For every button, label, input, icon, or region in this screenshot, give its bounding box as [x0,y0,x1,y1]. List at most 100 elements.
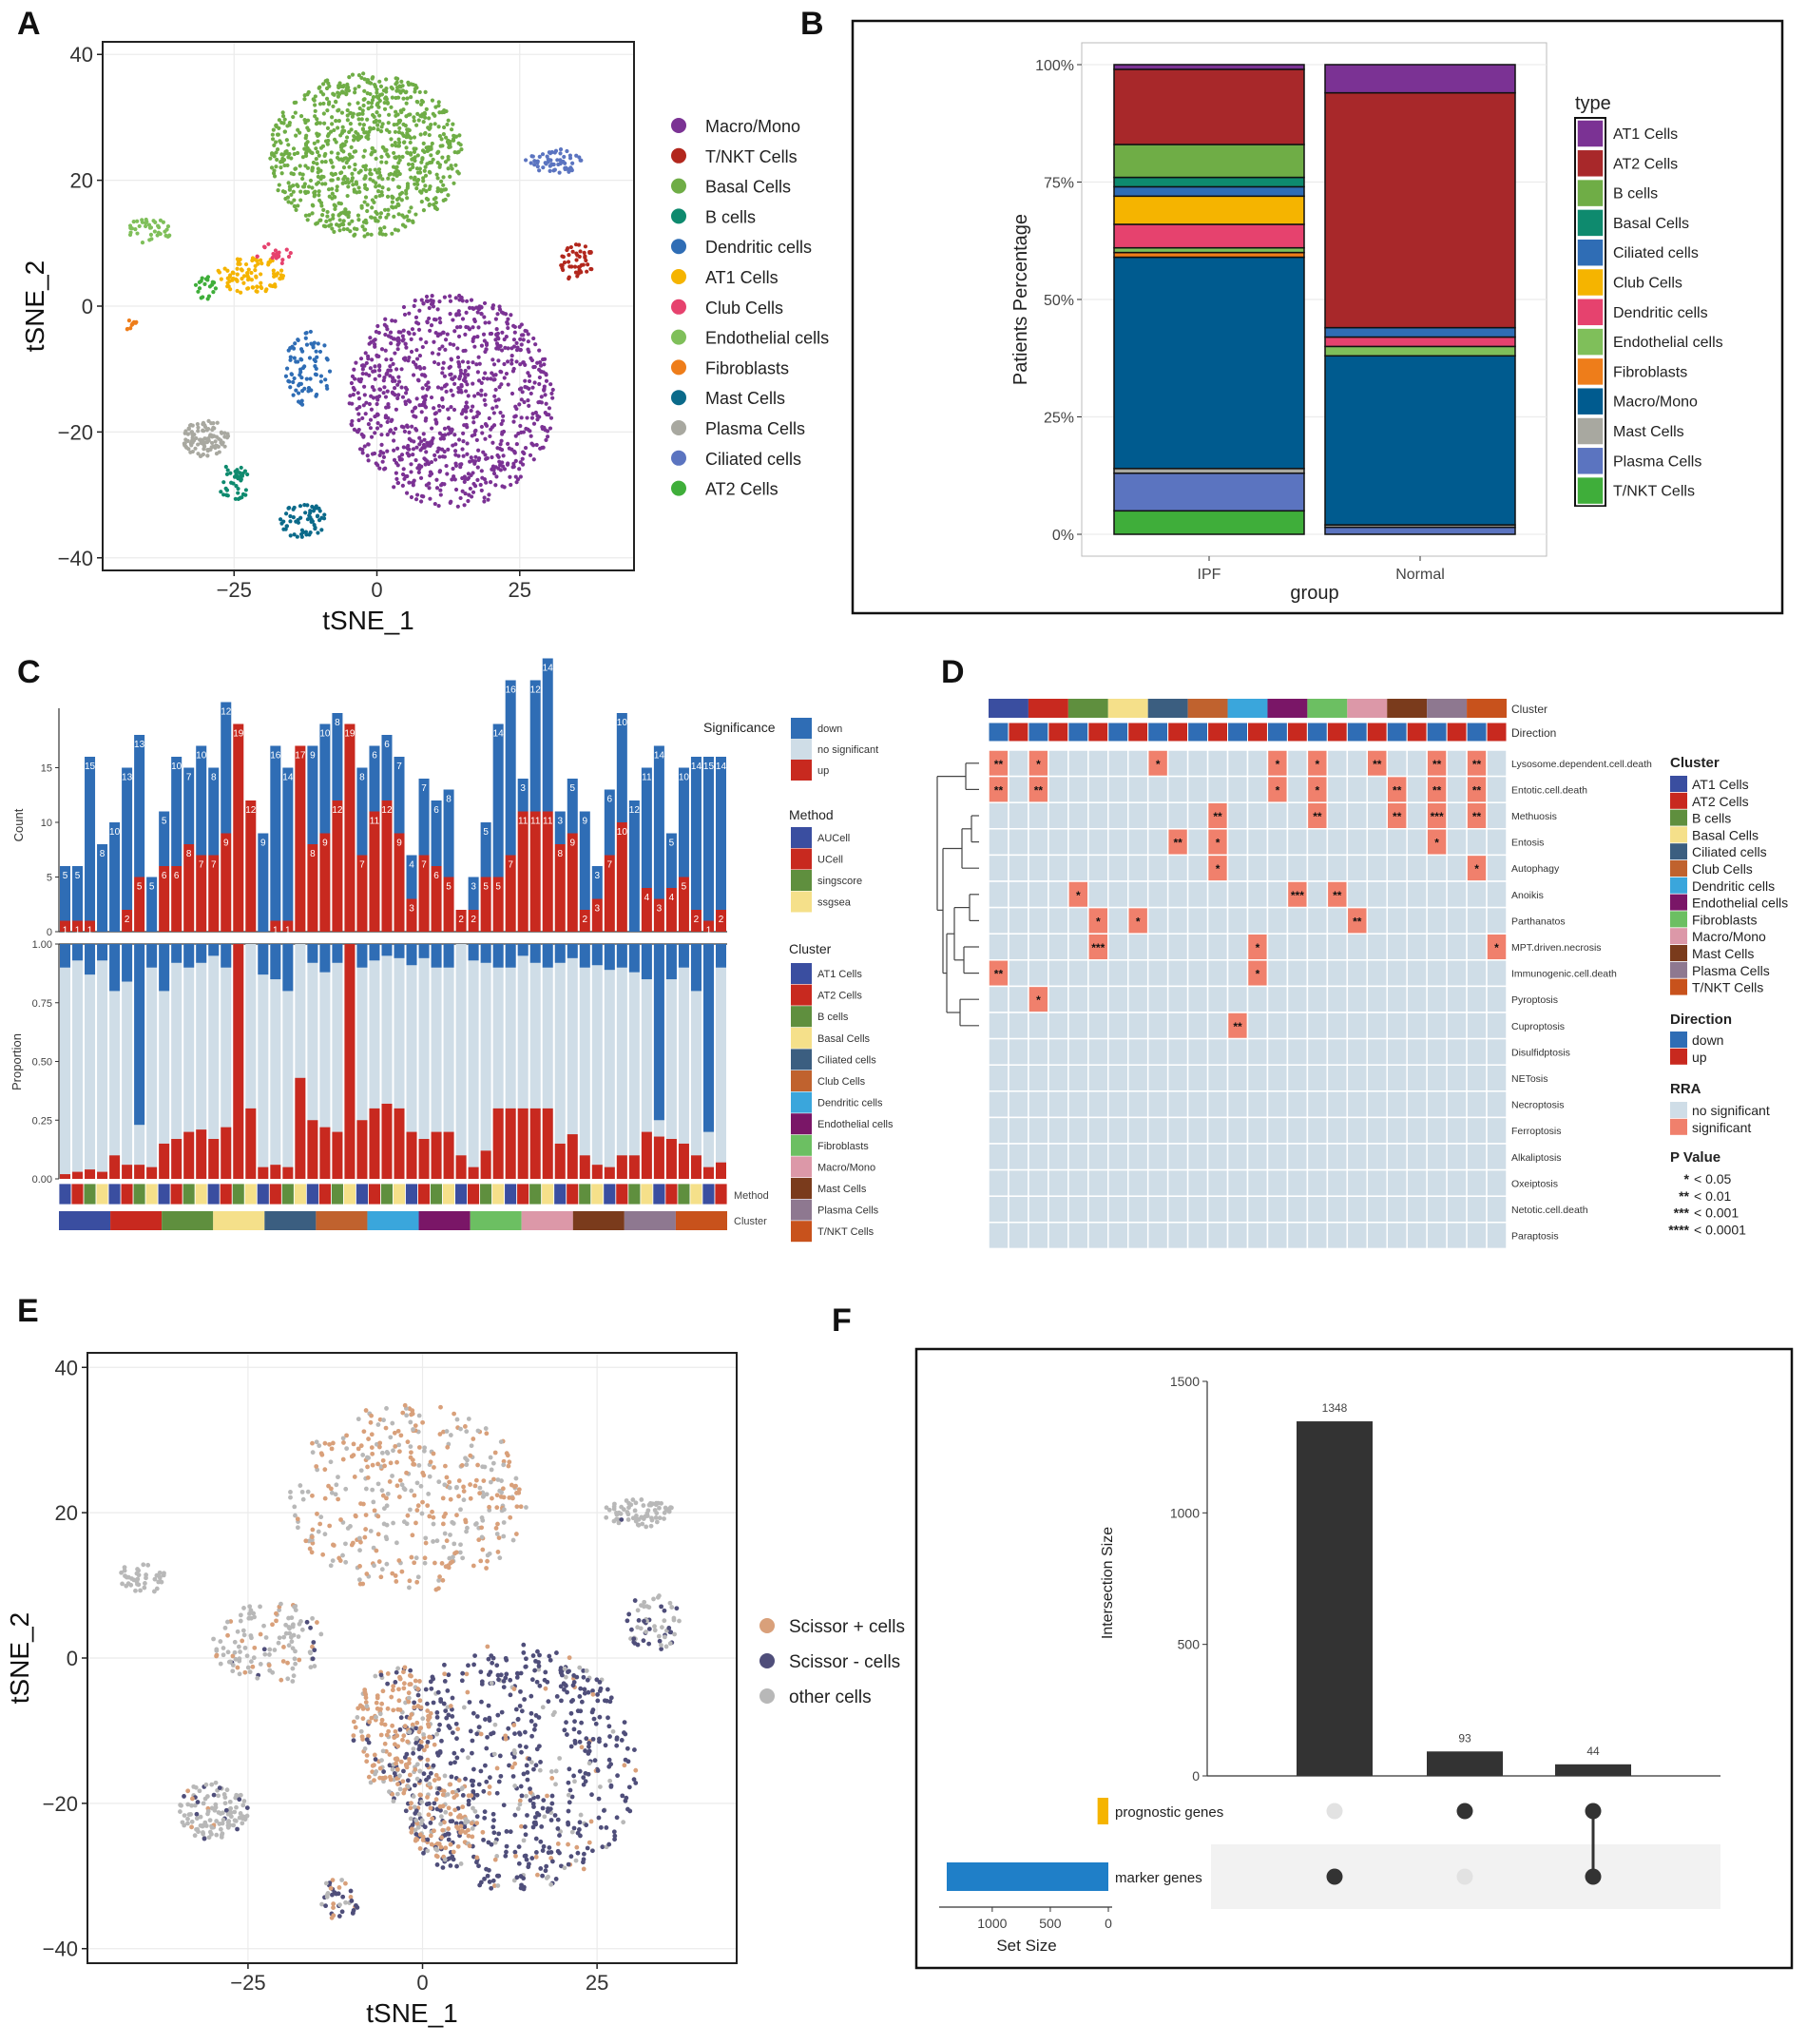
count-bar-up [604,855,615,932]
cell-point [383,395,389,399]
cell-point [372,388,376,393]
cell-point [463,1456,468,1461]
bar-segment-plasma-cells [1113,472,1305,512]
cell-point [411,164,415,170]
heatmap-row-label: MPT.driven.necrosis [1511,942,1602,954]
cell-point [442,1482,448,1488]
cell-point [280,274,286,279]
cell-point [350,178,355,183]
cell-point [404,191,409,196]
heatmap-cell [1366,828,1388,857]
legend-key [791,1006,812,1028]
count-down-label: 4 [409,860,414,871]
cell-point [354,182,359,186]
y-tick-label: 0% [1052,528,1074,544]
heatmap-cell [1326,1222,1349,1250]
cell-point [500,330,505,335]
cell-point [515,477,521,482]
cell-point [292,532,297,537]
direction-track-cell [1346,722,1368,742]
heatmap-cell [1048,933,1069,961]
cell-point [385,101,391,106]
cell-point [452,1541,457,1547]
cell-point [514,1491,519,1495]
heatmap-row-label: Parthanatos [1511,916,1566,927]
direction-track-cell [1127,722,1149,742]
cell-point [452,329,457,334]
cell-point [575,1850,581,1856]
cell-point [458,1426,463,1432]
cell-point [548,164,552,168]
cell-point [353,232,357,237]
cell-point [356,391,360,395]
count-bar-down [60,866,71,921]
cell-point [486,1656,491,1662]
cell-point [490,1655,496,1661]
cell-point [340,1552,345,1558]
cell-point [614,1743,620,1748]
legend-label: Basal Cells [1613,216,1689,232]
legend-label: Mast Cells [817,1184,867,1195]
cell-point [455,355,461,360]
cell-point [498,1439,504,1445]
cell-point [416,1462,422,1468]
cell-point [470,1783,475,1788]
heatmap-cell [1067,1168,1089,1197]
cell-point [363,351,368,356]
cell-point [572,1741,578,1745]
cell-point [459,1463,465,1468]
cell-point [407,1682,413,1687]
cell-point [570,161,575,165]
proportion-bar-up [406,1131,417,1179]
cell-point [325,142,330,146]
cell-point [395,202,400,206]
cell-point [393,318,397,323]
cell-point [557,1756,563,1761]
cell-point [323,182,328,186]
cell-point [440,395,445,401]
legend-key [1670,911,1687,928]
cell-point [205,453,210,458]
cell-point [483,320,488,325]
cell-point [440,1495,446,1501]
cell-point [468,1495,473,1501]
cell-point [235,279,240,283]
method-track-cell [280,1183,295,1205]
cell-point [313,94,317,99]
cell-point [256,261,260,266]
legend-label: B cells [817,1012,849,1023]
cell-point [548,1818,554,1822]
cell-point [540,1873,546,1879]
cell-point [470,1750,474,1756]
cell-point [293,341,298,346]
cell-point [502,485,507,490]
cell-point [530,412,535,416]
cell-point [441,183,446,187]
cell-point [418,499,424,504]
heatmap-pvalue-mark: ** [1393,810,1402,823]
cell-point [325,214,330,219]
count-up-label: 5 [483,882,489,893]
cell-point [390,376,395,380]
cell-point [502,361,507,367]
cell-point [497,1753,503,1759]
count-bar-down [690,757,702,910]
cell-point [495,1874,501,1879]
heatmap-cell [1406,828,1428,857]
cell-point [517,467,522,472]
cell-point [390,200,394,204]
cell-point [441,1701,447,1707]
method-track-cell [590,1183,605,1205]
cell-point [423,183,428,188]
heatmap-row-label: Alkaliptosis [1511,1152,1562,1164]
proportion-bar-ns [604,944,615,1179]
cell-point [478,1880,484,1885]
x-tick-label: 0 [371,578,382,602]
heatmap-cell [1426,1143,1448,1171]
cell-point [541,165,546,170]
cell-point [543,428,548,433]
cell-point [562,1865,567,1871]
cluster-track-cell [989,699,1028,718]
legend-key-stars: **** [1668,1222,1689,1237]
count-bar-up [356,855,368,932]
